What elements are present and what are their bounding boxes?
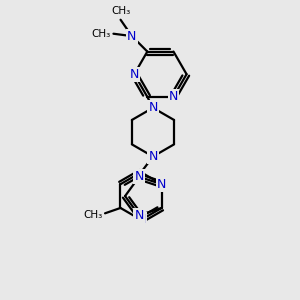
Text: N: N — [148, 101, 158, 114]
Text: N: N — [148, 150, 158, 163]
Text: N: N — [157, 178, 166, 191]
Text: N: N — [127, 30, 136, 43]
Text: N: N — [134, 209, 144, 222]
Text: N: N — [136, 213, 146, 226]
Text: N: N — [134, 170, 144, 183]
Text: CH₃: CH₃ — [111, 6, 130, 16]
Text: N: N — [169, 90, 178, 104]
Text: N: N — [130, 68, 139, 81]
Text: CH₃: CH₃ — [91, 29, 110, 39]
Text: CH₃: CH₃ — [83, 210, 103, 220]
